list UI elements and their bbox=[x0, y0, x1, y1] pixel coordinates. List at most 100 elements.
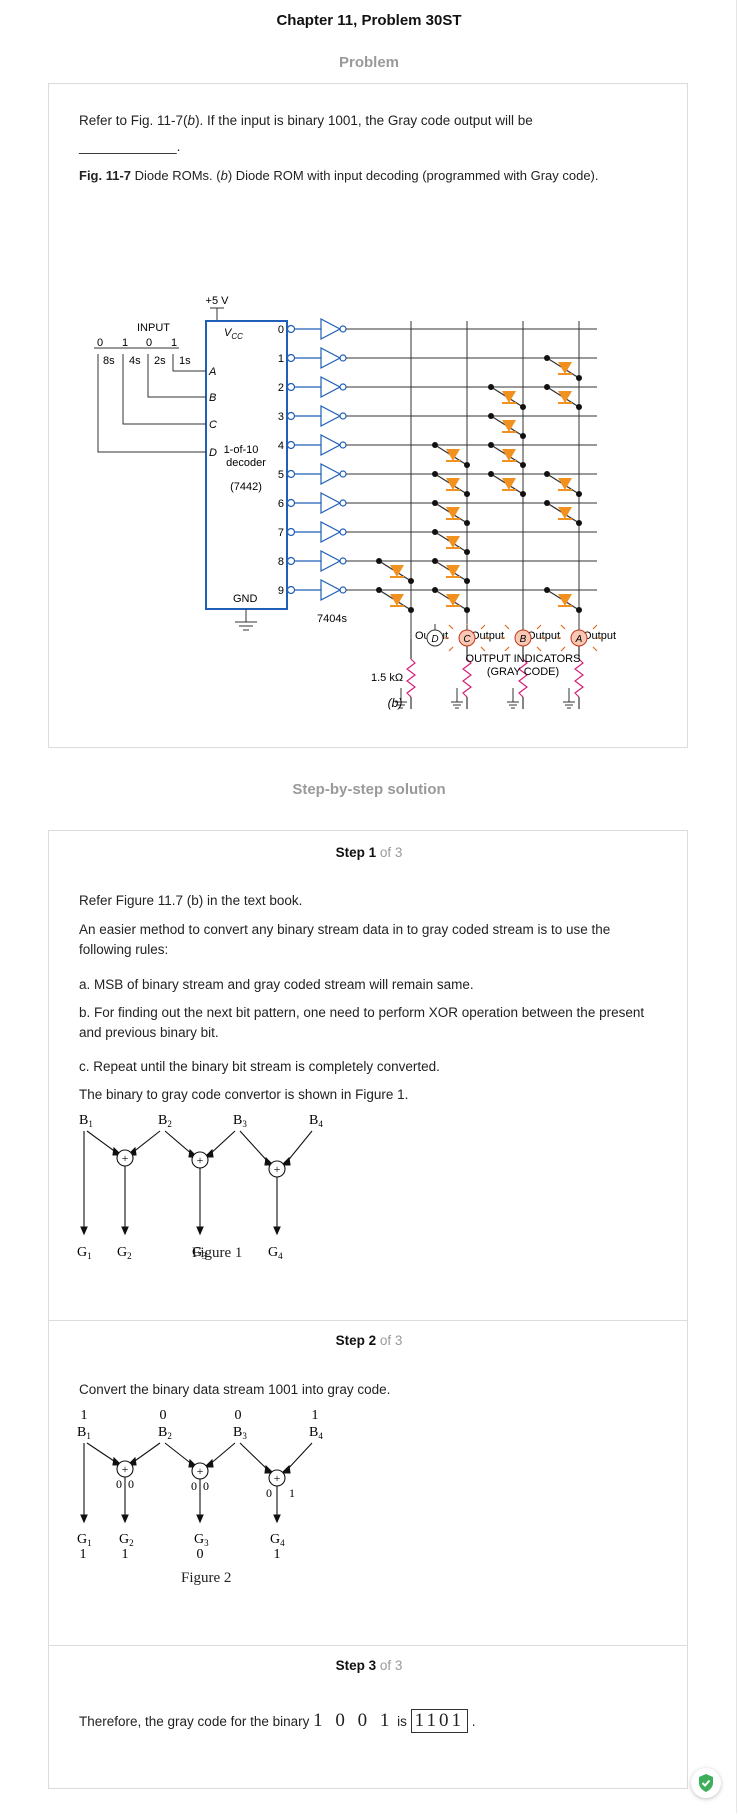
step-2-paragraph: Convert the binary data stream 1001 into… bbox=[79, 1382, 391, 1397]
input-bit-1s: 1 bbox=[171, 337, 177, 349]
input-value-2: 0 bbox=[160, 1408, 167, 1423]
dec-out-3: 3 bbox=[278, 411, 284, 423]
problem-statement: Refer to Fig. 11-7(b). If the input is b… bbox=[79, 113, 533, 128]
step-1-paragraph: Refer Figure 11.7 (b) in the text book. bbox=[79, 893, 303, 908]
inverter-row-5 bbox=[286, 463, 347, 485]
input-b4: B4 bbox=[309, 1113, 323, 1129]
xor-1-symbol: + bbox=[122, 1462, 129, 1476]
solution-heading: Step-by-step solution bbox=[292, 781, 446, 798]
figure-2-converter: 1 0 0 1 B1 B2 B3 B4 G1 G2 G3 G4 1 1 0 1 bbox=[77, 1408, 323, 1562]
dec-out-1: 1 bbox=[278, 353, 284, 365]
figure-caption: Fig. 11-7 Diode ROMs. (b) Diode ROM with… bbox=[79, 168, 599, 183]
xor-1-pin-left: 0 bbox=[116, 1477, 122, 1491]
output-value-1: 1 bbox=[80, 1547, 87, 1562]
inverter-row-6 bbox=[286, 492, 347, 514]
decoder-input-d: D bbox=[209, 447, 217, 459]
input-b1: B1 bbox=[79, 1113, 93, 1129]
supply-label: +5 V bbox=[206, 295, 230, 307]
weight-1s: 1s bbox=[179, 355, 191, 367]
input-b4: B4 bbox=[309, 1425, 323, 1441]
output-label-b: Output bbox=[527, 630, 560, 642]
output-label-c: Output bbox=[471, 630, 504, 642]
page-title: Chapter 11, Problem 30ST bbox=[276, 12, 462, 29]
decoder-input-a: A bbox=[208, 366, 216, 378]
decoder-input-c: C bbox=[209, 419, 217, 431]
indicator-a-label: A bbox=[575, 634, 583, 645]
dec-out-4: 4 bbox=[278, 440, 284, 452]
problem-card: Refer to Fig. 11-7(b). If the input is b… bbox=[48, 83, 688, 748]
input-value-3: 0 bbox=[235, 1408, 242, 1423]
xor-3-pin-left: 0 bbox=[266, 1486, 272, 1500]
vcc-label: VCC bbox=[224, 327, 243, 341]
input-b1: B1 bbox=[77, 1425, 91, 1441]
output-g2: G2 bbox=[119, 1532, 134, 1548]
step-1-paragraph: The binary to gray code convertor is sho… bbox=[79, 1087, 409, 1102]
inverter-row-3 bbox=[286, 405, 347, 427]
problem-heading: Problem bbox=[338, 54, 399, 71]
diode-rom-figure: +5 V VCC 1-of-10 decoder (7442) GND INPU… bbox=[94, 295, 616, 709]
input-value-1: 1 bbox=[81, 1408, 88, 1423]
step-3-label: Step 3 of 3 bbox=[335, 1658, 403, 1673]
step-2-label: Step 2 of 3 bbox=[335, 1333, 403, 1348]
input-b3: B3 bbox=[233, 1425, 247, 1441]
shield-check-icon bbox=[699, 1774, 713, 1792]
xor-2-pin-right: 0 bbox=[203, 1479, 209, 1493]
indicator-c-label: C bbox=[463, 634, 471, 645]
xor-1-pin-right: 0 bbox=[128, 1477, 134, 1491]
xor-2-symbol: + bbox=[197, 1153, 204, 1167]
output-g4: G4 bbox=[270, 1532, 285, 1548]
xor-3-pin-right: 1 bbox=[289, 1486, 295, 1500]
figure-sub-caption: (b) bbox=[388, 696, 403, 710]
input-bit-2s: 0 bbox=[146, 337, 152, 349]
weight-8s: 8s bbox=[103, 355, 115, 367]
indicators-title: OUTPUT INDICATORS bbox=[466, 653, 581, 665]
weight-2s: 2s bbox=[154, 355, 166, 367]
inverter-row-1 bbox=[286, 347, 347, 369]
gnd-label: GND bbox=[233, 593, 258, 605]
input-label: INPUT bbox=[137, 322, 170, 334]
output-g4: G4 bbox=[268, 1245, 283, 1261]
inverter-row-8 bbox=[286, 550, 347, 572]
input-b3: B3 bbox=[233, 1113, 247, 1129]
dec-out-5: 5 bbox=[278, 469, 284, 481]
input-b2: B2 bbox=[158, 1113, 172, 1129]
security-shield-button[interactable] bbox=[691, 1768, 721, 1798]
final-answer-box: 1101 bbox=[410, 1709, 468, 1733]
figure-1-converter: B1 B2 B3 B4 G1 G2 G3 G4 + + + bbox=[77, 1113, 323, 1261]
inverter-row-4 bbox=[286, 434, 347, 456]
resistor-label: 1.5 kΩ bbox=[371, 672, 403, 684]
step-divider bbox=[49, 1645, 687, 1646]
output-g3: G3 bbox=[194, 1532, 209, 1548]
indicator-c bbox=[458, 629, 476, 647]
output-label-a: Output bbox=[583, 630, 616, 642]
decoder-part: (7442) bbox=[230, 481, 262, 493]
solution-card: Step 1 of 3 Refer Figure 11.7 (b) in the… bbox=[48, 830, 688, 1789]
output-g1: G1 bbox=[77, 1245, 92, 1261]
step-1-label: Step 1 of 3 bbox=[335, 845, 403, 860]
weight-4s: 4s bbox=[129, 355, 141, 367]
indicator-b bbox=[514, 629, 532, 647]
decoder-name-2: decoder bbox=[226, 457, 266, 469]
output-g3: G3 bbox=[192, 1245, 207, 1261]
xor-3-symbol: + bbox=[274, 1471, 281, 1485]
step-1-paragraph: c. Repeat until the binary bit stream is… bbox=[79, 1059, 440, 1074]
step-3-conclusion: Therefore, the gray code for the binary … bbox=[79, 1709, 476, 1733]
indicators-subtitle: (GRAY CODE) bbox=[487, 666, 559, 678]
step-1-paragraph: a. MSB of binary stream and gray coded s… bbox=[79, 977, 474, 992]
decoder-name-1: 1-of-10 bbox=[224, 444, 259, 456]
output-value-2: 1 bbox=[122, 1547, 129, 1562]
output-value-3: 0 bbox=[197, 1547, 204, 1562]
dec-out-2: 2 bbox=[278, 382, 284, 394]
dec-out-8: 8 bbox=[278, 556, 284, 568]
step-divider bbox=[49, 1320, 687, 1321]
output-g2: G2 bbox=[117, 1245, 132, 1261]
inverter-label: 7404s bbox=[317, 613, 347, 625]
xor-2-pin-left: 0 bbox=[191, 1479, 197, 1493]
dec-out-0: 0 bbox=[278, 324, 284, 336]
indicator-d-label: D bbox=[431, 634, 438, 645]
answer-blank: _____________. bbox=[79, 139, 181, 154]
dec-out-9: 9 bbox=[278, 585, 284, 597]
output-value-4: 1 bbox=[274, 1547, 281, 1562]
indicator-a bbox=[570, 629, 588, 647]
